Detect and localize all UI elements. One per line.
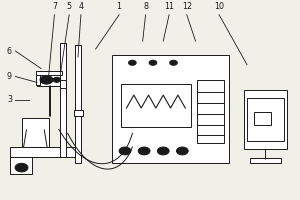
Bar [112, 55, 230, 163]
Bar [11, 147, 75, 157]
Circle shape [128, 60, 136, 65]
Text: 5: 5 [67, 2, 72, 11]
Text: 8: 8 [143, 2, 148, 11]
Bar [11, 157, 32, 174]
Bar [37, 74, 60, 86]
Circle shape [119, 147, 131, 155]
Bar [74, 110, 83, 116]
Text: 11: 11 [164, 2, 174, 11]
Circle shape [15, 163, 28, 172]
Bar [36, 75, 40, 85]
Circle shape [40, 75, 53, 84]
Bar [247, 98, 284, 141]
Text: 7: 7 [52, 2, 57, 11]
Bar [244, 90, 287, 149]
Bar [121, 84, 191, 127]
Bar [250, 158, 281, 163]
Circle shape [170, 60, 177, 65]
Bar [254, 112, 271, 125]
Bar [197, 80, 224, 143]
Text: 9: 9 [7, 72, 12, 81]
Text: 3: 3 [7, 96, 12, 104]
Bar [22, 118, 49, 147]
Text: 6: 6 [7, 46, 12, 55]
Text: 4: 4 [78, 2, 83, 11]
Bar [75, 45, 82, 163]
Circle shape [149, 60, 157, 65]
Circle shape [157, 147, 169, 155]
Text: 10: 10 [214, 2, 224, 11]
Circle shape [176, 147, 188, 155]
Bar [36, 71, 62, 75]
Text: 12: 12 [182, 2, 192, 11]
Circle shape [138, 147, 150, 155]
Text: 1: 1 [117, 2, 122, 11]
Circle shape [53, 77, 61, 82]
Bar [60, 80, 66, 88]
Bar [60, 43, 66, 157]
